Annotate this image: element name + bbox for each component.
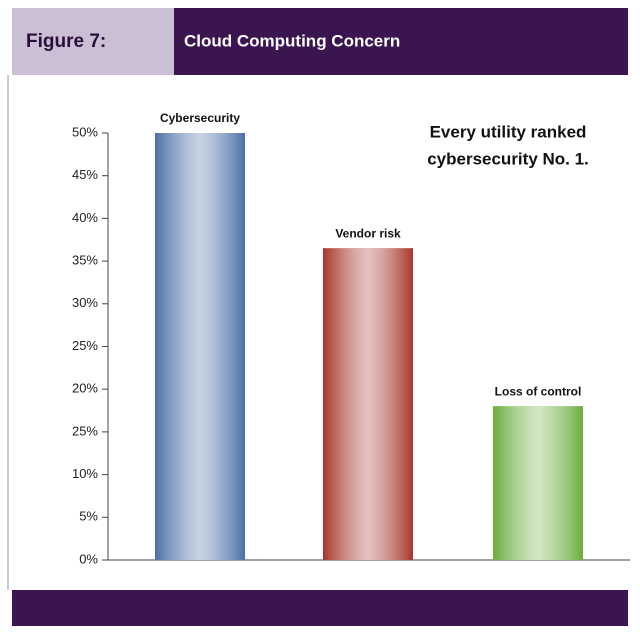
figure-label: Figure 7: — [26, 31, 106, 52]
bar — [493, 406, 583, 560]
bar — [155, 133, 245, 560]
annotation: Every utility ranked — [430, 122, 587, 141]
y-tick-label: 20% — [72, 381, 98, 396]
y-tick-label: 35% — [72, 253, 98, 268]
chart-title: Cloud Computing Concern — [184, 31, 400, 50]
y-tick-label: 45% — [72, 167, 98, 182]
figure-label-box — [12, 8, 174, 75]
category-label: Cybersecurity — [160, 111, 240, 125]
annotation: cybersecurity No. 1. — [427, 149, 589, 168]
category-label: Vendor risk — [335, 226, 401, 240]
y-tick-label: 10% — [72, 466, 98, 481]
category-label: Loss of control — [495, 384, 582, 398]
y-tick-label: 30% — [72, 295, 98, 310]
y-tick-label: 40% — [72, 210, 98, 225]
y-tick-label: 0% — [79, 551, 98, 566]
y-tick-label: 50% — [72, 124, 98, 139]
y-tick-label: 5% — [79, 509, 98, 524]
y-tick-label: 25% — [72, 423, 98, 438]
footer-band — [12, 590, 628, 626]
title-box — [174, 8, 628, 75]
y-tick-label: 25% — [72, 338, 98, 353]
bar — [323, 248, 413, 561]
